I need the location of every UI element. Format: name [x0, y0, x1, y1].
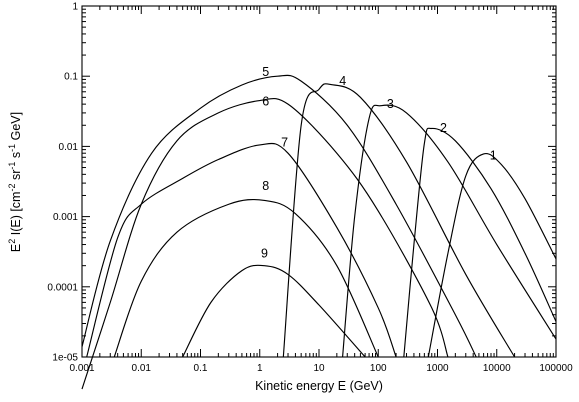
- curve-3: [342, 104, 557, 358]
- curve-label-4: 4: [339, 74, 346, 88]
- y-tick-label: 0.001: [53, 212, 78, 223]
- curve-label-6: 6: [262, 95, 269, 109]
- x-tick-label: 0.01: [132, 363, 152, 374]
- x-tick-label: 0.1: [194, 363, 208, 374]
- axis-ticks: 0.001 0.01 0.1 1 10 100 1000 10000 1000001e-050.…: [47, 2, 573, 375]
- x-tick-label: 100000: [539, 363, 573, 374]
- curve-label-9: 9: [261, 247, 268, 261]
- curve-9: [182, 264, 366, 358]
- curve-label-1: 1: [490, 149, 497, 163]
- curves: [81, 74, 557, 390]
- curve-label-5: 5: [262, 65, 269, 79]
- curve-labels: 1 2 3 4 5 6 7 8 9: [261, 65, 497, 260]
- x-tick-label: 100: [370, 363, 387, 374]
- curve-5: [81, 74, 477, 358]
- x-tick-label: 1: [257, 363, 263, 374]
- curve-label-7: 7: [281, 135, 288, 149]
- curve-4: [282, 83, 516, 358]
- y-tick-label: 1: [72, 2, 78, 13]
- x-tick-label: 1000: [426, 363, 449, 374]
- curve-2: [403, 127, 557, 358]
- curve-7: [86, 142, 397, 358]
- y-axis-title: E2 I(E) [cm-2 sr-1 s-1 GeV]: [7, 112, 23, 252]
- x-axis-title: Kinetic energy E (GeV): [255, 379, 383, 393]
- curve-8: [113, 198, 379, 358]
- x-tick-label: 10000: [483, 363, 511, 374]
- y-tick-label: 0.0001: [47, 282, 78, 293]
- curve-label-8: 8: [262, 179, 269, 193]
- curve-label-2: 2: [440, 121, 447, 135]
- curve-label-3: 3: [387, 97, 394, 111]
- y-tick-label: 1e-05: [52, 353, 78, 364]
- x-tick-label: 10: [313, 363, 325, 374]
- curve-6: [81, 97, 449, 390]
- y-tick-label: 0.1: [64, 72, 78, 83]
- curve-1: [427, 153, 557, 358]
- y-tick-label: 0.01: [59, 142, 79, 153]
- x-tick-label: 0.001: [69, 363, 94, 374]
